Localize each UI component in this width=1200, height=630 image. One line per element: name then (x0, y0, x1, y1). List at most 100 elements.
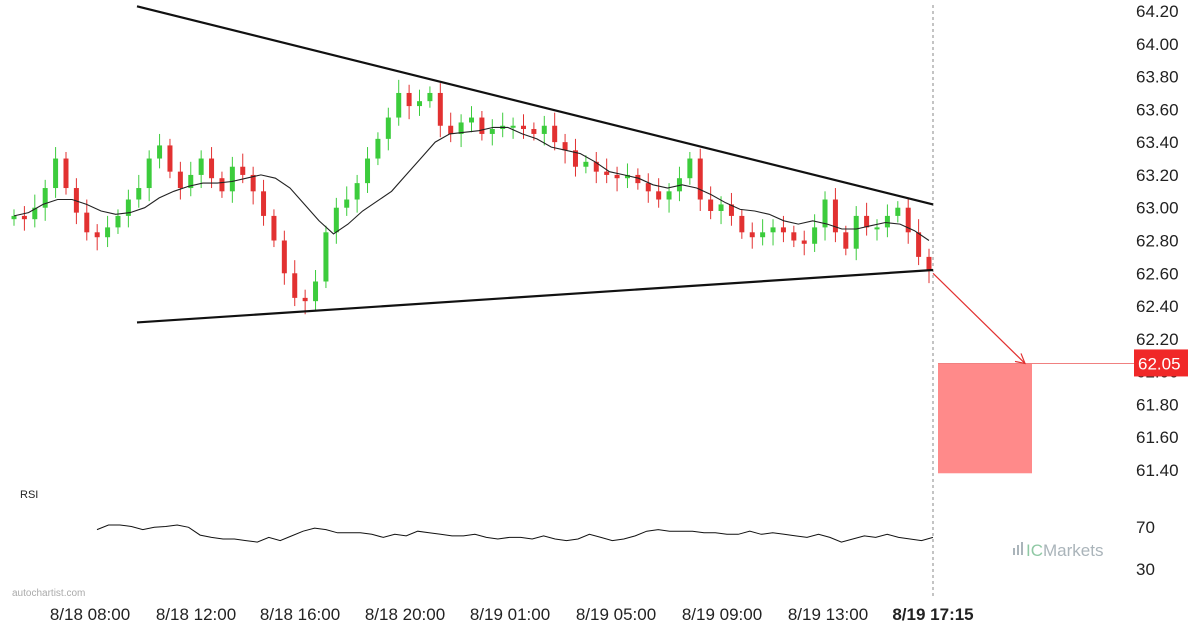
candle-down (864, 215, 870, 228)
candle-up (489, 129, 495, 134)
candle-up (812, 227, 818, 244)
y-tick-label: 63.40 (1136, 133, 1179, 152)
candle-down (645, 183, 651, 192)
candle-up (136, 188, 142, 200)
x-tick-label: 8/19 01:00 (470, 605, 550, 624)
candle-down (749, 232, 755, 238)
x-tick-label: 8/19 05:00 (576, 605, 656, 624)
candle-up (115, 215, 121, 228)
candle-down (572, 150, 578, 167)
candle-up (365, 158, 371, 184)
candle-up (146, 158, 152, 189)
candle-down (94, 232, 100, 238)
candle-down (84, 212, 90, 233)
candle-up (198, 158, 204, 175)
brand-logo: ICMarkets (1013, 541, 1103, 560)
candle-up (333, 207, 339, 233)
y-tick-label: 62.80 (1136, 232, 1179, 251)
brand-prefix: IC (1026, 541, 1043, 560)
moving-average-line (13, 126, 930, 241)
candle-down (531, 129, 537, 134)
candle-down (73, 188, 79, 213)
candle-down (250, 174, 256, 192)
y-tick-label: 63.00 (1136, 199, 1179, 218)
forecast-arrow-shaft (932, 272, 1026, 364)
candle-down (635, 174, 641, 184)
candle-up (53, 158, 59, 189)
rsi-level-70: 70 (1136, 518, 1155, 537)
candle-down (708, 199, 714, 211)
candle-up (760, 232, 766, 238)
candle-down (562, 142, 568, 151)
candle-up (427, 92, 433, 102)
y-tick-label: 64.20 (1136, 2, 1179, 21)
y-tick-label: 61.40 (1136, 461, 1179, 480)
candle-down (593, 161, 599, 172)
candle-down (832, 199, 838, 233)
candle-up (469, 117, 474, 123)
candle-up (687, 158, 693, 179)
x-tick-label: 8/19 17:15 (892, 605, 973, 624)
candle-down (520, 125, 526, 130)
target-price-badge: 62.05 (1134, 349, 1188, 377)
rsi-label: RSI (20, 489, 38, 501)
x-tick-label: 8/19 13:00 (788, 605, 868, 624)
candle-up (541, 125, 547, 134)
candle-up (105, 227, 111, 238)
candle-down (697, 158, 703, 200)
candle-up (895, 207, 901, 216)
candle-up (323, 232, 329, 282)
triangle-lower-line (136, 268, 934, 324)
candle-up (313, 281, 319, 302)
y-tick-label: 63.80 (1136, 68, 1179, 87)
y-tick-label: 62.40 (1136, 297, 1179, 316)
y-tick-label: 63.60 (1136, 100, 1179, 119)
candle-up (624, 174, 630, 179)
candle-up (385, 117, 391, 139)
x-tick-label: 8/18 08:00 (50, 605, 130, 624)
candle-up (188, 174, 194, 189)
candle-up (375, 138, 381, 159)
candle-down (479, 117, 485, 134)
y-tick-label: 61.60 (1136, 428, 1179, 447)
candle-up (396, 92, 402, 118)
candle-up (458, 122, 464, 134)
candle-up (884, 215, 890, 228)
candle-up (42, 188, 48, 208)
x-tick-label: 8/18 12:00 (156, 605, 236, 624)
candle-down (209, 158, 215, 179)
candle-up (344, 199, 350, 208)
y-tick-label: 62.20 (1136, 330, 1179, 349)
candle-up (32, 207, 38, 220)
candle-up (874, 227, 880, 230)
candle-up (354, 183, 360, 200)
candle-up (157, 145, 163, 159)
candle-up (417, 101, 423, 107)
candle-up (666, 191, 672, 200)
target-price-label: 62.05 (1138, 354, 1181, 373)
candle-down (261, 191, 267, 216)
y-tick-label: 61.80 (1136, 395, 1179, 414)
y-tick-label: 62.60 (1136, 264, 1179, 283)
candle-down (739, 215, 745, 233)
candle-down (448, 125, 454, 134)
candle-up (822, 199, 828, 228)
candle-down (604, 171, 610, 175)
candle-up (718, 204, 724, 211)
candle-down (905, 207, 911, 233)
candle-down (302, 297, 308, 302)
candle-down (167, 145, 173, 172)
candle-up (676, 178, 682, 192)
candle-down (437, 92, 443, 126)
candles-layer (11, 79, 932, 315)
y-tick-label: 64.00 (1136, 35, 1179, 54)
rsi-line (96, 524, 934, 543)
candle-up (510, 125, 516, 128)
candle-down (916, 232, 922, 257)
y-tick-label: 63.20 (1136, 166, 1179, 185)
watermark: autochartist.com (12, 588, 85, 599)
candle-down (292, 273, 298, 298)
candle-down (271, 215, 277, 241)
candle-down (656, 191, 662, 200)
